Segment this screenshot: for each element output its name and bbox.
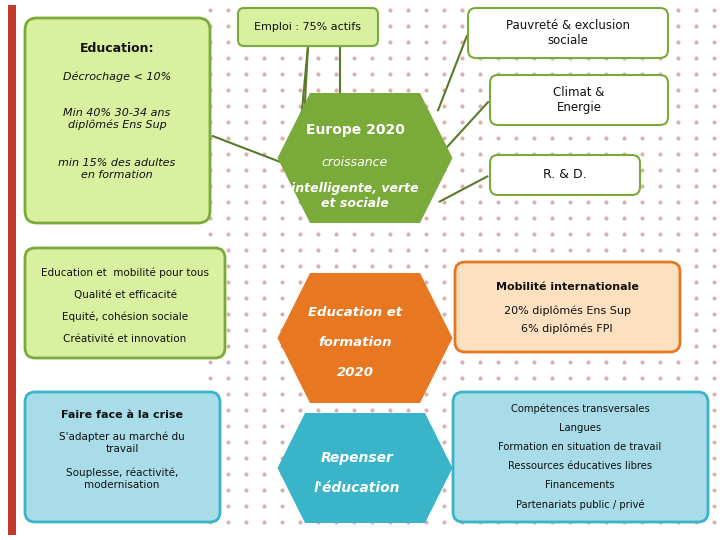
Text: Education:: Education: (80, 42, 154, 55)
FancyBboxPatch shape (490, 155, 640, 195)
FancyBboxPatch shape (453, 392, 708, 522)
Text: Formation en situation de travail: Formation en situation de travail (498, 442, 662, 452)
Text: l'éducation: l'éducation (314, 481, 400, 495)
Text: Repenser: Repenser (320, 451, 393, 465)
Text: Souplesse, réactivité,
modernisation: Souplesse, réactivité, modernisation (66, 468, 178, 490)
Text: Europe 2020: Europe 2020 (305, 123, 405, 137)
FancyBboxPatch shape (490, 75, 668, 125)
Text: Min 40% 30-34 ans
diplômés Ens Sup: Min 40% 30-34 ans diplômés Ens Sup (63, 108, 171, 130)
Text: Education et  mobilité pour tous: Education et mobilité pour tous (41, 268, 209, 279)
Text: Ressources éducatives libres: Ressources éducatives libres (508, 461, 652, 471)
Text: intelligente, verte
et sociale: intelligente, verte et sociale (291, 182, 419, 210)
Text: Equité, cohésion sociale: Equité, cohésion sociale (62, 312, 188, 322)
FancyBboxPatch shape (238, 8, 378, 46)
Text: Mobilité internationale: Mobilité internationale (495, 282, 639, 292)
Text: Climat &
Energie: Climat & Energie (553, 86, 605, 114)
FancyBboxPatch shape (25, 248, 225, 358)
Text: croissance: croissance (322, 157, 388, 170)
Text: Faire face à la crise: Faire face à la crise (61, 410, 183, 420)
FancyBboxPatch shape (455, 262, 680, 352)
Text: 2020: 2020 (336, 367, 374, 380)
Text: Décrochage < 10%: Décrochage < 10% (63, 72, 171, 83)
FancyBboxPatch shape (468, 8, 668, 58)
Text: Compétences transversales: Compétences transversales (510, 404, 649, 415)
Text: S'adapter au marché du
travail: S'adapter au marché du travail (59, 432, 185, 454)
Text: formation: formation (318, 336, 392, 349)
FancyBboxPatch shape (8, 5, 16, 535)
Text: Education et: Education et (308, 307, 402, 320)
Polygon shape (277, 93, 452, 223)
FancyBboxPatch shape (25, 18, 210, 223)
Polygon shape (277, 273, 452, 403)
Text: min 15% des adultes
en formation: min 15% des adultes en formation (58, 158, 176, 180)
Text: 6% diplômés FPI: 6% diplômés FPI (521, 323, 613, 334)
Text: Financements: Financements (545, 480, 615, 490)
Text: Créativité et innovation: Créativité et innovation (63, 334, 186, 344)
Text: R. & D.: R. & D. (543, 168, 587, 181)
Text: Partenariats public / privé: Partenariats public / privé (516, 499, 644, 510)
Text: 20% diplômés Ens Sup: 20% diplômés Ens Sup (503, 305, 631, 315)
Polygon shape (277, 413, 452, 523)
Text: Pauvreté & exclusion
sociale: Pauvreté & exclusion sociale (506, 19, 630, 47)
Text: Qualité et efficacité: Qualité et efficacité (73, 290, 176, 300)
Text: Langues: Langues (559, 423, 601, 433)
Text: Emploi : 75% actifs: Emploi : 75% actifs (254, 22, 361, 32)
FancyBboxPatch shape (25, 392, 220, 522)
